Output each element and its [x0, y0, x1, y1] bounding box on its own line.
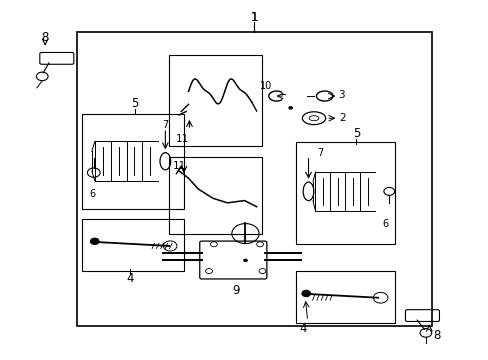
Text: 4: 4: [126, 272, 134, 285]
Text: 11: 11: [172, 161, 185, 171]
Text: 5: 5: [131, 97, 139, 110]
Text: 7: 7: [162, 120, 168, 130]
Text: 8: 8: [432, 329, 439, 342]
Circle shape: [90, 238, 99, 244]
Text: 2: 2: [339, 113, 346, 123]
Circle shape: [288, 107, 292, 109]
Bar: [295, 143, 394, 244]
Text: 1: 1: [250, 11, 258, 24]
Text: 5: 5: [352, 127, 359, 140]
Text: 3: 3: [338, 90, 345, 100]
Bar: [81, 114, 183, 208]
Text: 11: 11: [175, 134, 188, 144]
Bar: [169, 55, 261, 146]
Bar: [81, 219, 183, 271]
Bar: [77, 32, 431, 327]
Text: 9: 9: [231, 284, 239, 297]
Text: 7: 7: [317, 148, 323, 158]
Text: 1: 1: [250, 11, 258, 24]
Text: 4: 4: [299, 322, 306, 335]
Bar: [295, 271, 394, 323]
Circle shape: [301, 290, 310, 297]
Bar: [169, 157, 261, 234]
Text: 6: 6: [90, 189, 96, 199]
Text: 8: 8: [41, 31, 49, 44]
Text: 10: 10: [260, 81, 272, 91]
Text: 6: 6: [382, 219, 387, 229]
Circle shape: [243, 259, 247, 262]
